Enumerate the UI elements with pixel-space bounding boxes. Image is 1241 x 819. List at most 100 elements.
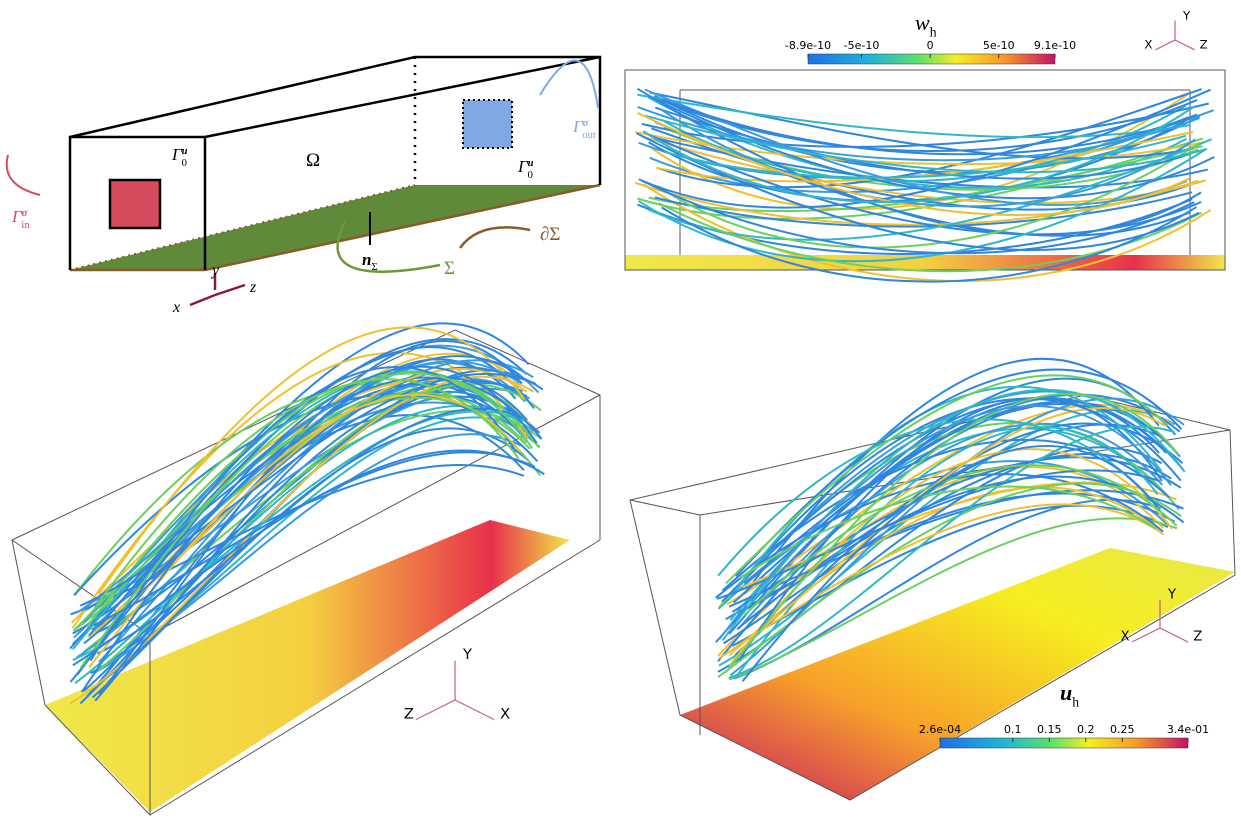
colorbar [807, 53, 1056, 65]
axis-label: x [172, 299, 180, 316]
box-outline [624, 69, 1226, 271]
triad-label: Y [1167, 588, 1176, 603]
streamline [86, 371, 541, 628]
streamline [76, 360, 521, 614]
subscript: Σ [371, 262, 377, 273]
box-edge [629, 499, 701, 516]
streamline [725, 374, 1169, 585]
streamline [637, 112, 1190, 216]
streamline [92, 391, 527, 619]
streamline [735, 368, 1183, 578]
streamline [728, 517, 1178, 681]
streamline [641, 135, 1206, 205]
triad-axis [1174, 39, 1195, 51]
streamline [721, 438, 1170, 592]
colorbar-tick-label: 5e-10 [983, 39, 1015, 52]
streamline [716, 469, 1160, 600]
colorbar-tick-label: 3.4e-01 [1167, 723, 1209, 736]
subscript: out [582, 130, 596, 141]
streamline [654, 106, 1192, 180]
streamline [654, 191, 1193, 228]
streamline [642, 105, 1196, 204]
streamline [652, 136, 1208, 189]
streamline [739, 485, 1157, 579]
edge [68, 135, 207, 270]
streamline [718, 407, 1166, 660]
streamlines [11, 69, 1236, 816]
superscript: u [182, 146, 188, 157]
streamline [663, 134, 1187, 179]
subscript: in [21, 220, 30, 231]
triad-label: Z [404, 706, 414, 723]
colorbar-tick-label: 0 [927, 39, 934, 52]
superscript: σ [22, 208, 28, 219]
colorbar [939, 737, 1189, 749]
streamline [642, 183, 1212, 282]
streamline [731, 504, 1169, 647]
triad-label: Z [1193, 630, 1202, 645]
box-edge [699, 429, 1231, 516]
symbol: Γ [11, 207, 23, 226]
symbol: Γ [517, 157, 529, 176]
symbol: n [362, 250, 371, 269]
triad-label: X [500, 706, 510, 723]
streamline [733, 426, 1159, 680]
streamline [658, 202, 1202, 273]
subscript: 0 [182, 158, 187, 169]
streamline [637, 105, 1200, 162]
streamline [97, 326, 526, 595]
subscript: h [930, 25, 937, 40]
label: Γu 0 [517, 157, 534, 181]
colorbar-tick-label: 0.15 [1037, 723, 1062, 736]
streamline [636, 87, 1202, 236]
streamline [638, 88, 1211, 209]
streamline [637, 137, 1203, 220]
label: nΣ [362, 250, 378, 273]
streamline [728, 489, 1184, 608]
triad-axis [415, 699, 456, 721]
streamline [728, 425, 1176, 679]
label: ∂Σ [540, 224, 560, 245]
sigma-surface [70, 185, 600, 270]
edge [204, 55, 601, 139]
label: Σ [444, 258, 455, 279]
streamline [93, 378, 520, 610]
triad-label: X [1144, 37, 1152, 51]
triad-axis [1131, 627, 1161, 643]
subscript: h [1072, 695, 1079, 710]
streamline [645, 114, 1208, 174]
triad-label: Y [1182, 8, 1191, 22]
triad-axis [1155, 39, 1176, 51]
symbol: Γ [572, 117, 584, 136]
streamline [96, 407, 523, 655]
colorbar-tick-label: 9.1e-10 [1034, 39, 1076, 52]
symbol: w [915, 10, 930, 35]
colorbar-tick-label: 2.6e-04 [919, 723, 961, 736]
triad-label: Y [462, 646, 472, 663]
streamline [721, 388, 1186, 641]
colorbar-title: uh [1060, 680, 1079, 710]
edge [204, 183, 601, 272]
streamline [656, 141, 1201, 249]
streamline [661, 206, 1197, 283]
streamline [94, 376, 528, 702]
label: Γσ in [11, 207, 30, 231]
triad-axis [1159, 627, 1189, 643]
streamline [741, 444, 1159, 682]
triad-label: Z [1200, 37, 1208, 51]
streamline [637, 93, 1191, 139]
edge [69, 55, 602, 185]
streamline [661, 98, 1198, 156]
domain-diagram [5, 55, 602, 307]
streamline [728, 448, 1173, 667]
arrow [539, 59, 599, 109]
colorbar-tick-label: -8.9e-10 [785, 39, 831, 52]
streamline [718, 405, 1172, 640]
floor [45, 520, 570, 812]
streamline [638, 149, 1206, 263]
axis-label: z [249, 279, 257, 296]
streamline [717, 418, 1161, 577]
streamline [636, 132, 1200, 251]
streamline [641, 102, 1209, 148]
box-outline [11, 329, 601, 816]
